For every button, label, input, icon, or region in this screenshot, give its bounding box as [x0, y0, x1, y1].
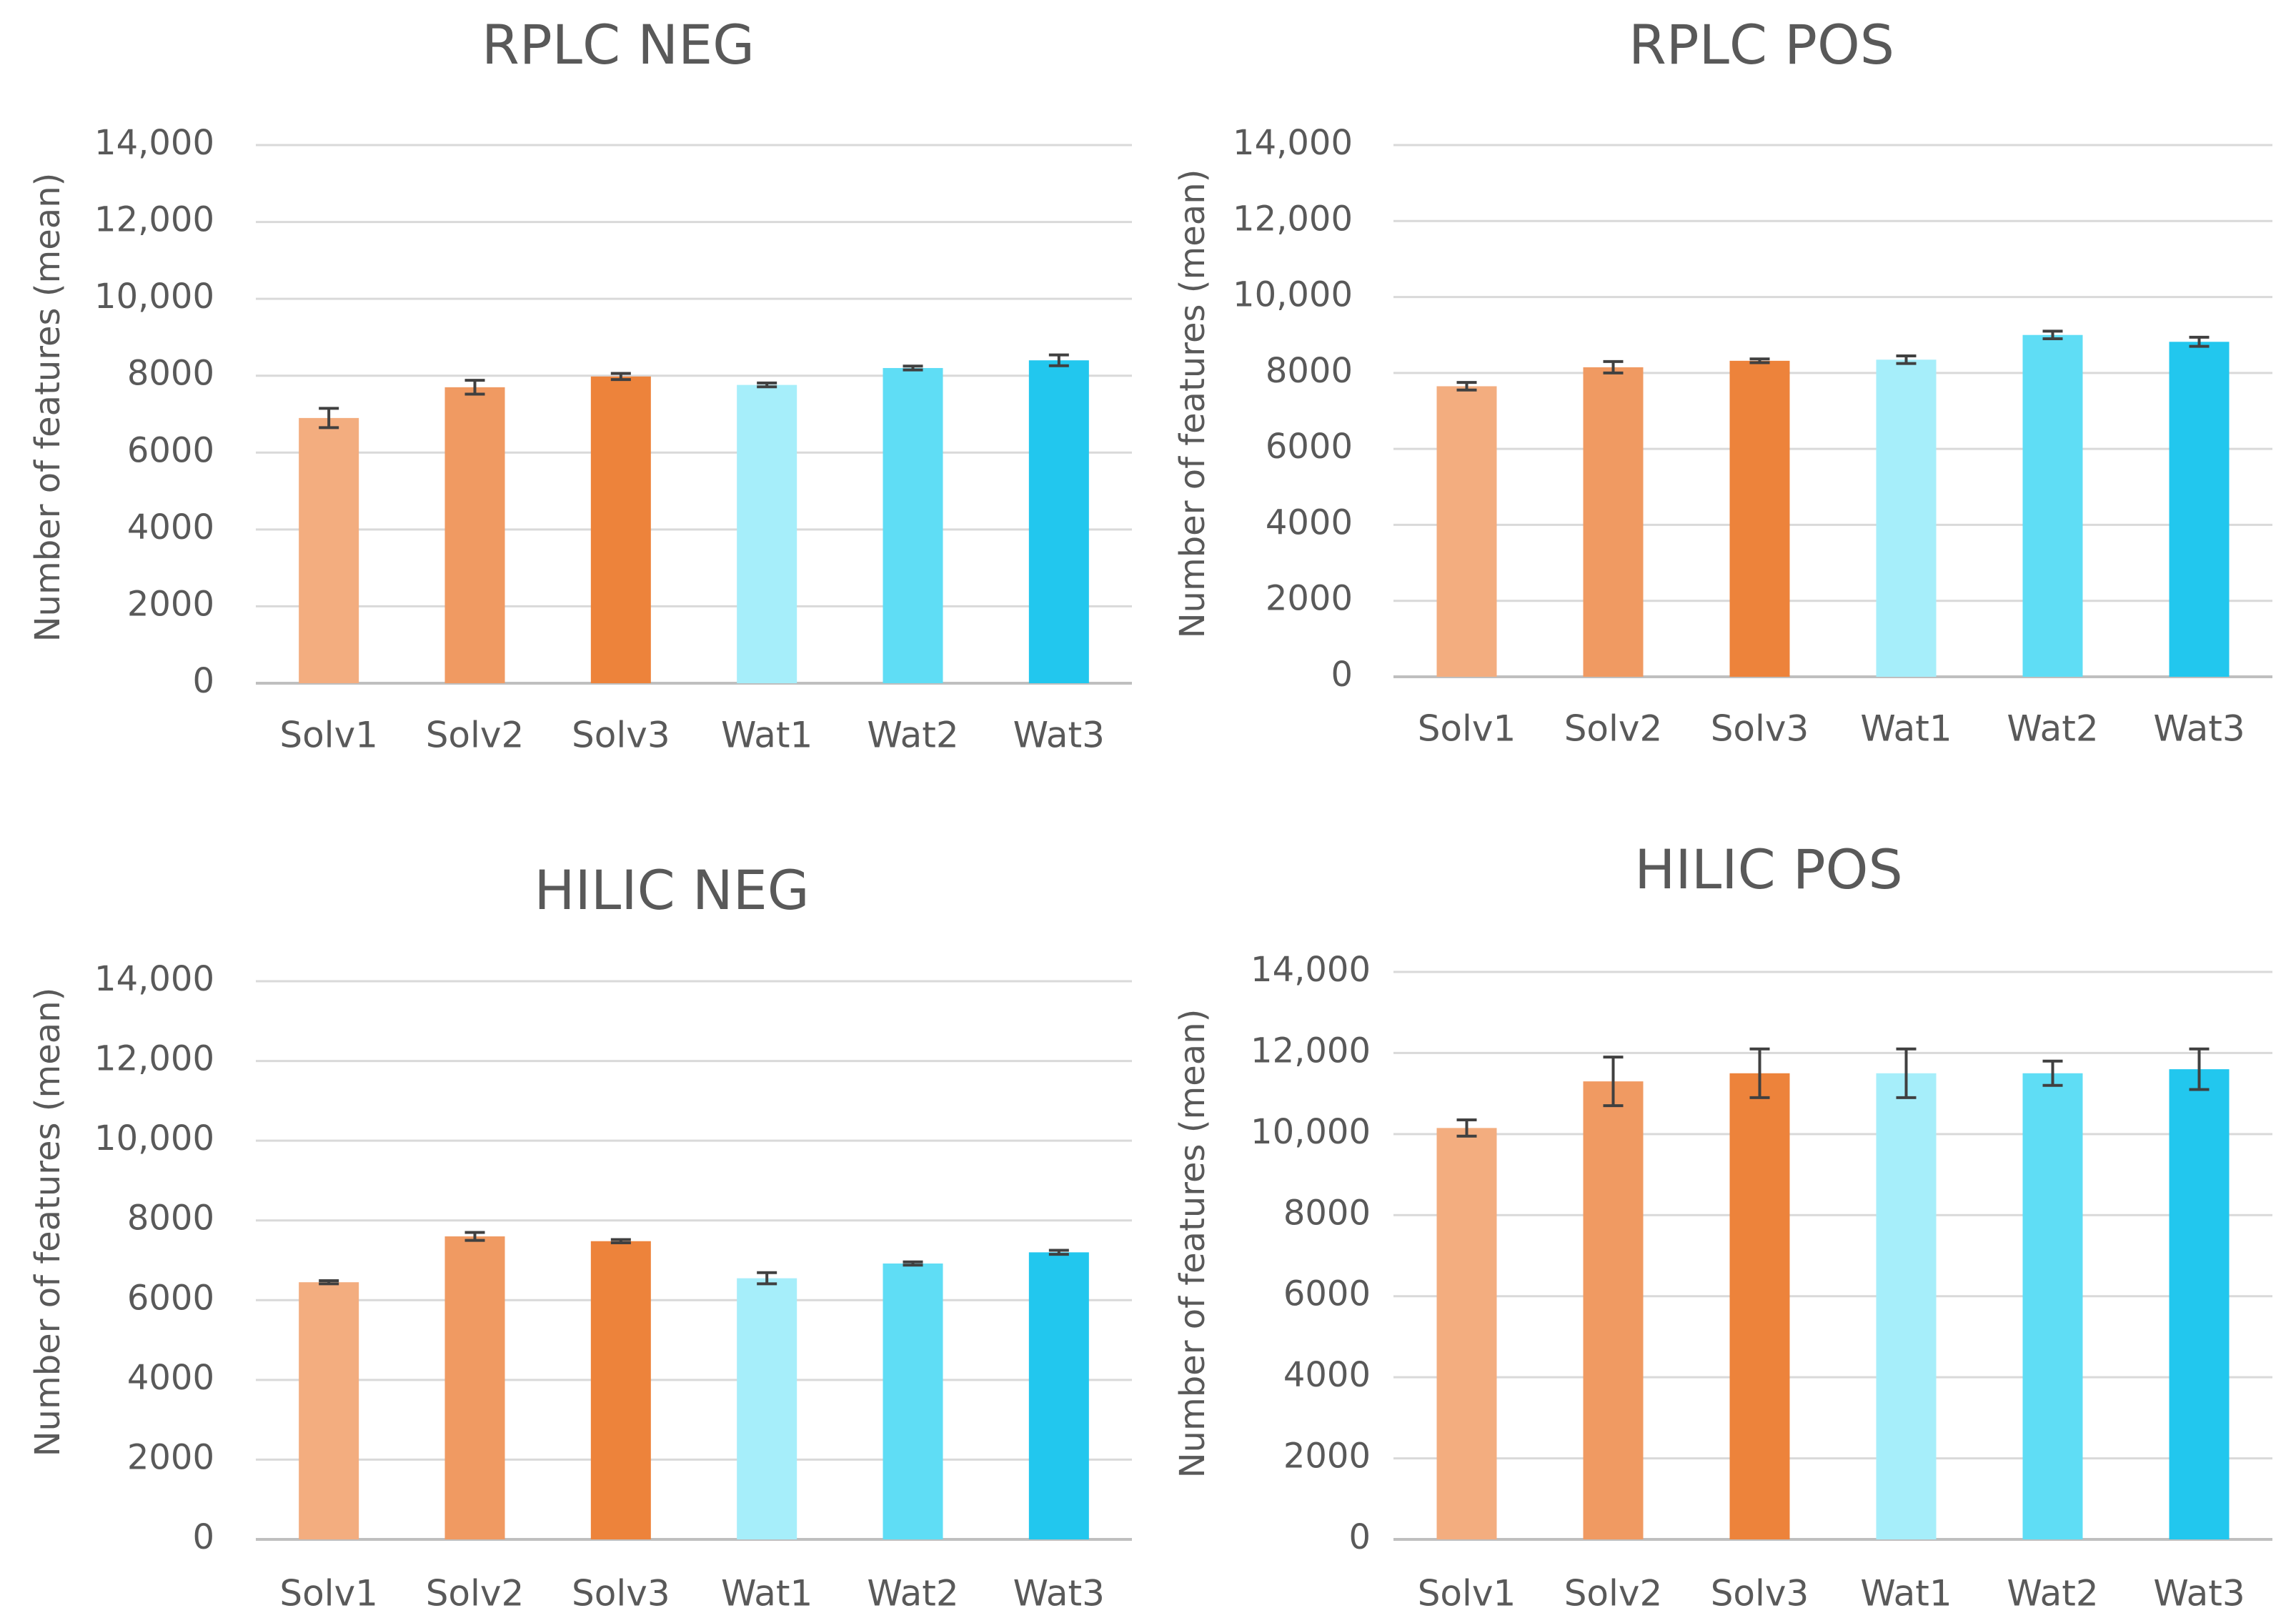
bar-wat2: [883, 1263, 943, 1539]
y-axis-label: Number of features (mean): [1173, 169, 1213, 639]
chart-title: HILIC NEG: [534, 858, 809, 922]
y-tick-label: 10,000: [94, 277, 214, 317]
x-tick-label: Wat2: [2007, 708, 2098, 750]
y-tick-label: 12,000: [1251, 1031, 1371, 1071]
y-tick-label: 4000: [1266, 502, 1353, 542]
y-tick-label: 6000: [127, 1278, 214, 1318]
y-tick-label: 8000: [127, 354, 214, 394]
chart-title: RPLC POS: [1629, 13, 1894, 76]
bar-wat2: [2022, 334, 2083, 677]
x-tick-label: Solv2: [1564, 1573, 1663, 1614]
y-tick-label: 2000: [1283, 1436, 1371, 1476]
y-tick-label: 8000: [127, 1198, 214, 1239]
x-tick-label: Wat1: [721, 715, 812, 756]
bar-solv2: [444, 387, 505, 683]
y-tick-label: 10,000: [94, 1118, 214, 1158]
x-tick-label: Solv2: [426, 1573, 525, 1614]
bar-solv3: [590, 376, 651, 683]
bar-wat1: [737, 384, 797, 683]
x-tick-label: Solv1: [1418, 708, 1516, 750]
y-tick-label: 8000: [1266, 351, 1353, 391]
bar-solv3: [1729, 1073, 1790, 1539]
y-tick-label: 4000: [1283, 1355, 1371, 1395]
y-tick-label: 14,000: [1251, 950, 1371, 990]
y-tick-label: 10,000: [1251, 1112, 1371, 1152]
bar-solv2: [1583, 367, 1644, 677]
y-tick-label: 4000: [127, 507, 214, 547]
x-tick-label: Solv2: [426, 715, 525, 756]
bar-solv1: [299, 1282, 359, 1539]
x-tick-label: Wat2: [2007, 1573, 2098, 1614]
y-tick-label: 12,000: [94, 200, 214, 240]
y-tick-label: 0: [192, 661, 214, 701]
x-tick-label: Wat3: [2153, 708, 2245, 750]
bar-solv3: [590, 1241, 651, 1539]
y-tick-label: 6000: [1283, 1274, 1371, 1314]
bar-wat1: [737, 1278, 797, 1539]
chart-title: HILIC POS: [1634, 838, 1902, 901]
x-tick-label: Wat2: [867, 715, 958, 756]
bar-solv1: [1436, 1128, 1497, 1539]
bar-wat3: [2169, 1069, 2230, 1539]
y-tick-label: 2000: [1266, 579, 1353, 619]
y-tick-label: 2000: [127, 584, 214, 624]
bar-wat3: [2169, 342, 2230, 677]
y-tick-label: 12,000: [94, 1039, 214, 1079]
bar-solv2: [1583, 1081, 1644, 1539]
y-axis-label: Number of features (mean): [28, 173, 68, 642]
x-tick-label: Wat1: [1860, 708, 1952, 750]
y-tick-label: 0: [192, 1517, 214, 1557]
x-tick-label: Wat3: [2153, 1573, 2245, 1614]
x-tick-label: Solv2: [1564, 708, 1663, 750]
x-tick-label: Solv3: [1711, 1573, 1809, 1614]
y-tick-label: 4000: [127, 1358, 214, 1398]
y-axis-label: Number of features (mean): [28, 988, 68, 1457]
bar-wat1: [1876, 359, 1937, 677]
bar-wat3: [1028, 360, 1089, 683]
x-tick-label: Solv1: [279, 1573, 378, 1614]
y-tick-label: 12,000: [1233, 199, 1353, 239]
y-tick-label: 0: [1331, 655, 1353, 695]
bar-wat1: [1876, 1073, 1937, 1539]
bar-wat3: [1028, 1252, 1089, 1539]
y-tick-label: 6000: [127, 430, 214, 470]
x-tick-label: Wat1: [1860, 1573, 1952, 1614]
x-tick-label: Wat1: [721, 1573, 812, 1614]
y-tick-label: 10,000: [1233, 275, 1353, 315]
x-tick-label: Wat3: [1013, 1573, 1105, 1614]
y-tick-label: 8000: [1283, 1193, 1371, 1233]
bar-wat2: [2022, 1073, 2083, 1539]
bar-solv2: [444, 1236, 505, 1539]
y-tick-label: 14,000: [94, 123, 214, 163]
y-axis-label: Number of features (mean): [1173, 1009, 1213, 1479]
bar-solv3: [1729, 360, 1790, 677]
x-tick-label: Solv1: [1418, 1573, 1516, 1614]
x-tick-label: Solv1: [279, 715, 378, 756]
x-tick-label: Solv3: [1711, 708, 1809, 750]
y-tick-label: 2000: [127, 1437, 214, 1477]
y-tick-label: 14,000: [1233, 123, 1353, 163]
x-tick-label: Solv3: [572, 1573, 670, 1614]
y-tick-label: 14,000: [94, 959, 214, 999]
y-tick-label: 6000: [1266, 427, 1353, 467]
bar-solv1: [1436, 386, 1497, 677]
x-tick-label: Wat3: [1013, 715, 1105, 756]
bar-solv1: [299, 417, 359, 683]
x-tick-label: Solv3: [572, 715, 670, 756]
bar-wat2: [883, 367, 943, 683]
y-tick-label: 0: [1348, 1517, 1371, 1557]
chart-title: RPLC NEG: [482, 13, 755, 76]
x-tick-label: Wat2: [867, 1573, 958, 1614]
